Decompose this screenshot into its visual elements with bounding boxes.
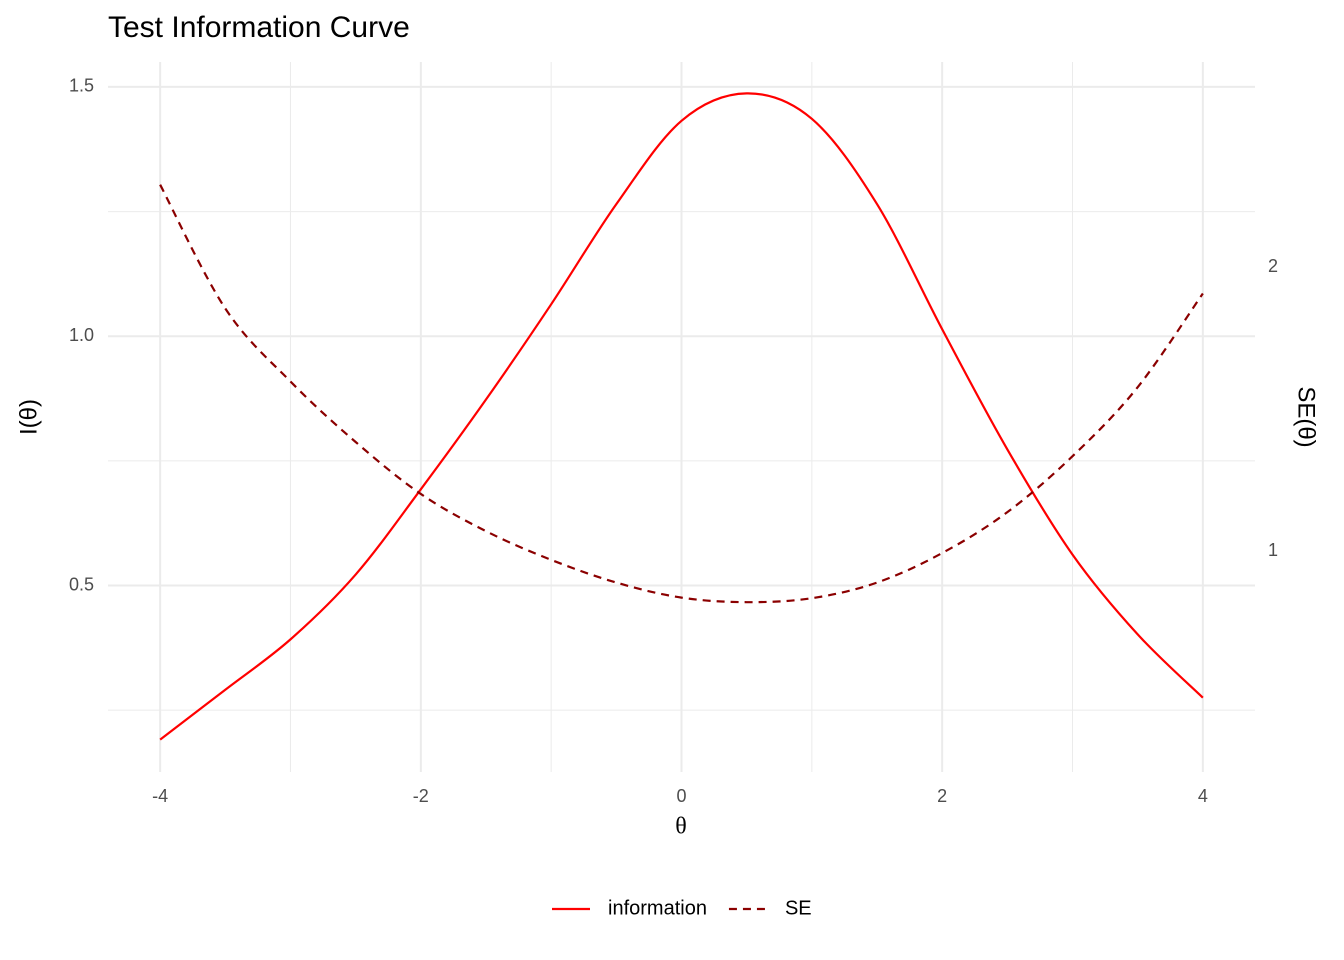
y-axis-title: I(θ) (15, 399, 42, 435)
y2-axis-title: SE(θ) (1293, 386, 1320, 447)
y-tick-label: 1.0 (69, 325, 94, 345)
y2-tick-label: 2 (1268, 256, 1278, 276)
x-tick-label: 2 (937, 786, 947, 806)
x-tick-label: 0 (676, 786, 686, 806)
x-tick-label: 4 (1198, 786, 1208, 806)
x-tick-label: -4 (152, 786, 168, 806)
y-tick-label: 1.5 (69, 76, 94, 96)
legend-label: information (608, 897, 707, 919)
series-line (159, 184, 1204, 604)
legend-label: SE (785, 897, 812, 919)
x-axis-title: θ (675, 814, 687, 840)
x-tick-label: -2 (413, 786, 429, 806)
chart-title: Test Information Curve (108, 11, 410, 44)
y2-tick-label: 1 (1268, 540, 1278, 560)
y-tick-label: 0.5 (69, 574, 94, 594)
series-line (159, 92, 1204, 741)
